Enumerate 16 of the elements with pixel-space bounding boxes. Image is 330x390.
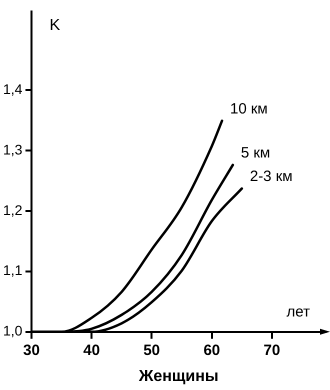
y-tick-label: 1,4 — [2, 80, 23, 97]
y-tick-label: 1,3 — [2, 141, 23, 158]
x-tick-label: 30 — [23, 342, 40, 359]
x-tick-label: 50 — [143, 342, 160, 359]
y-tick-label: 1,1 — [2, 262, 23, 278]
series-label: 10 км — [230, 100, 268, 118]
x-axis-title: Женщины — [138, 368, 219, 385]
annotation: лет — [286, 303, 310, 320]
x-tick-label: 70 — [264, 342, 280, 359]
y-axis-title: K — [49, 16, 60, 34]
x-tick-label: 40 — [83, 342, 100, 359]
x-tick-label: 60 — [203, 342, 220, 359]
y-tick-label: 1,0 — [2, 322, 23, 339]
series-label: 2-3 км — [250, 168, 293, 186]
series-label: 5 км — [240, 144, 270, 162]
y-tick-label: 1,2 — [2, 202, 23, 218]
